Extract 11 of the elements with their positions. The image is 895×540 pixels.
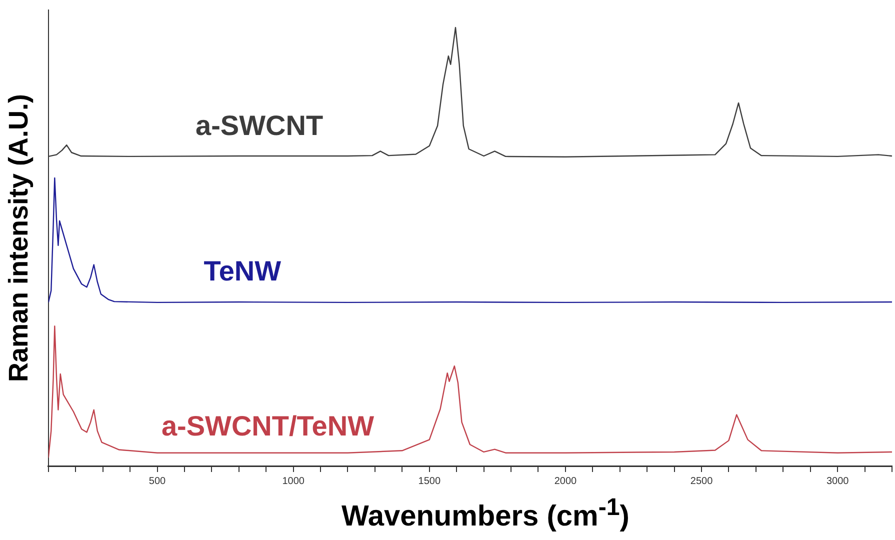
series-label: a-SWCNT/TeNW [161, 410, 375, 442]
y-axis-title: Raman intensity (A.U.) [4, 94, 34, 382]
x-tick-label: 1500 [418, 476, 441, 487]
x-tick-label: 500 [148, 476, 166, 487]
series-label: TeNW [204, 255, 282, 286]
x-axis-title: Wavenumbers (cm$^{-1}$) [340, 494, 630, 534]
x-tick-label: 2500 [690, 476, 714, 487]
x-tick-label: 1000 [282, 476, 305, 487]
x-tick-label: 2000 [554, 476, 578, 487]
x-tick-label: 3000 [826, 476, 850, 487]
series-label: a-SWCNT [196, 110, 324, 141]
